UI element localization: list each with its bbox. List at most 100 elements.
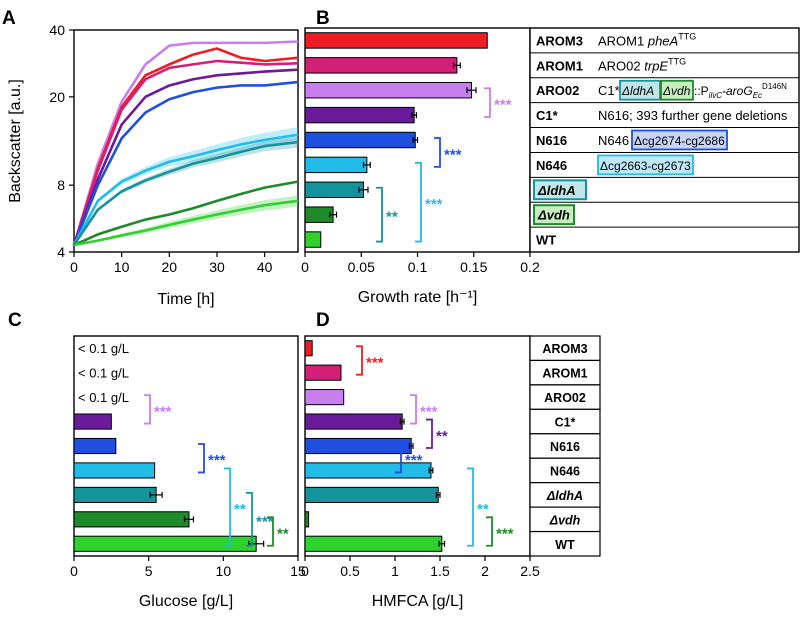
bar-c1star — [73, 413, 112, 430]
bar-dldha — [304, 486, 439, 503]
row-label-cell — [529, 530, 601, 557]
x-tick-label: 0 — [301, 259, 309, 275]
panel-a: 0 10 20 30 40 4 8 20 40 Time [h] Backscatter [a.u.… — [7, 22, 299, 308]
significance-bracket — [246, 491, 253, 547]
row-label-cell — [529, 433, 601, 459]
x-tick-label: 0 — [70, 259, 78, 275]
backscatter-band-dldha — [74, 136, 298, 246]
strain-name: ΔldhA — [537, 183, 576, 198]
x-tick-label: 10 — [114, 259, 130, 275]
bar-wt — [73, 535, 257, 552]
row-label: AROM3 — [542, 342, 587, 356]
significance-label: ** — [477, 501, 489, 518]
backscatter-line-n616 — [72, 80, 299, 246]
strain-name: Δvdh — [537, 208, 570, 223]
x-tick-label: 0.5 — [340, 563, 360, 579]
strain-name: AROM1 — [536, 58, 583, 73]
significance-label: ** — [436, 428, 448, 445]
significance-label: ** — [234, 501, 246, 518]
panel-d-row-labels: AROM3 AROM1 ARO02 C1* N616 N646 ΔldhA Δvdh WT — [529, 335, 601, 557]
bar-arom3 — [304, 32, 488, 49]
below-detection-label: < 0.1 g/L — [78, 366, 129, 381]
significance-bracket — [484, 87, 491, 119]
x-tick-label: 0.15 — [460, 259, 487, 275]
significance-bracket — [426, 418, 433, 449]
bar-dvdh — [304, 206, 334, 223]
significance-bracket — [434, 137, 441, 168]
significance-label: ** — [277, 526, 289, 543]
bar-n646 — [304, 156, 368, 174]
bar-n616 — [304, 437, 412, 455]
bar-wt — [304, 535, 443, 552]
strain-name-box — [533, 179, 587, 201]
significance-label: *** — [425, 196, 443, 213]
strain-name: WT — [536, 233, 556, 248]
x-tick-label: 1.5 — [430, 563, 450, 579]
significance-bracket — [486, 516, 493, 547]
significance-label: ** — [386, 209, 398, 226]
significance-bracket — [410, 394, 417, 425]
deletion-box — [597, 154, 694, 176]
strain-name: AROM3 — [536, 33, 583, 48]
x-tick-label: 2.5 — [520, 563, 540, 579]
strain-name: N646 — [536, 158, 567, 173]
panel-label-b: B — [316, 8, 330, 29]
x-tick-label: 40 — [257, 259, 273, 275]
x-axis-label: HMFCA [g/L] — [372, 593, 464, 610]
strain-name: C1* — [536, 108, 559, 123]
strain-description: N646 — [598, 133, 629, 148]
x-axis-label: Glucose [g/L] — [139, 593, 233, 610]
significance-label: *** — [420, 403, 438, 420]
significance-bracket — [356, 345, 363, 376]
backscatter-line-arom1 — [72, 59, 299, 246]
bar-c1star — [304, 413, 403, 430]
significance-label: *** — [256, 513, 274, 530]
bar-arom3 — [304, 340, 313, 357]
x-tick-label: 0 — [301, 563, 309, 579]
y-axis-label: Backscatter [a.u.] — [7, 79, 24, 203]
significance-label: *** — [496, 526, 514, 543]
backscatter-line-wt — [73, 199, 299, 247]
bar-n616 — [304, 131, 416, 149]
row-label: WT — [555, 538, 575, 552]
backscatter-line-c1star — [72, 68, 299, 246]
significance-bracket — [267, 516, 274, 547]
panel-label-a: A — [2, 8, 16, 29]
panel-a-frame — [73, 29, 299, 253]
row-label: AROM1 — [542, 367, 587, 381]
row-label-cell — [529, 408, 601, 435]
strain-name: ARO02 — [536, 83, 579, 98]
x-tick-label: 20 — [162, 259, 178, 275]
significance-label: *** — [405, 452, 423, 469]
strain-description: ARO02 trpETTG — [598, 56, 686, 73]
backscatter-line-aro02 — [72, 40, 299, 246]
significance-bracket — [467, 467, 474, 547]
significance-bracket — [198, 443, 205, 474]
significance-bracket — [395, 443, 402, 474]
x-tick-label: 10 — [216, 563, 232, 579]
significance-label: *** — [154, 403, 172, 420]
row-label-cell — [529, 335, 601, 362]
deletion-box — [619, 79, 661, 101]
bar-arom1 — [304, 364, 342, 381]
x-tick-label: 30 — [209, 259, 225, 275]
panel-label-c: C — [8, 310, 22, 331]
bar-wt — [304, 231, 322, 248]
y-tick-label: 8 — [57, 177, 65, 193]
deletion-label: Δvdh — [662, 84, 691, 98]
bar-dvdh — [304, 511, 310, 528]
x-tick-label: 0 — [70, 563, 78, 579]
strain-description: N616; 393 further gene deletions — [598, 108, 788, 123]
strain-table: AROM3 AROM1 pheATTG AROM1 ARO02 trpETTG ARO0… — [529, 27, 800, 253]
x-tick-label: 5 — [145, 563, 153, 579]
row-label-cell — [529, 384, 601, 410]
strain-description: C1* — [598, 83, 620, 98]
strain-description: AROM1 pheATTG — [598, 31, 696, 48]
strain-name-box — [533, 204, 575, 226]
deletion-label: Δcg2674-cg2686 — [634, 134, 725, 148]
promoter-label: ::PilvC-aroGEcD146N — [694, 82, 787, 100]
backscatter-line-dldha — [72, 140, 299, 246]
